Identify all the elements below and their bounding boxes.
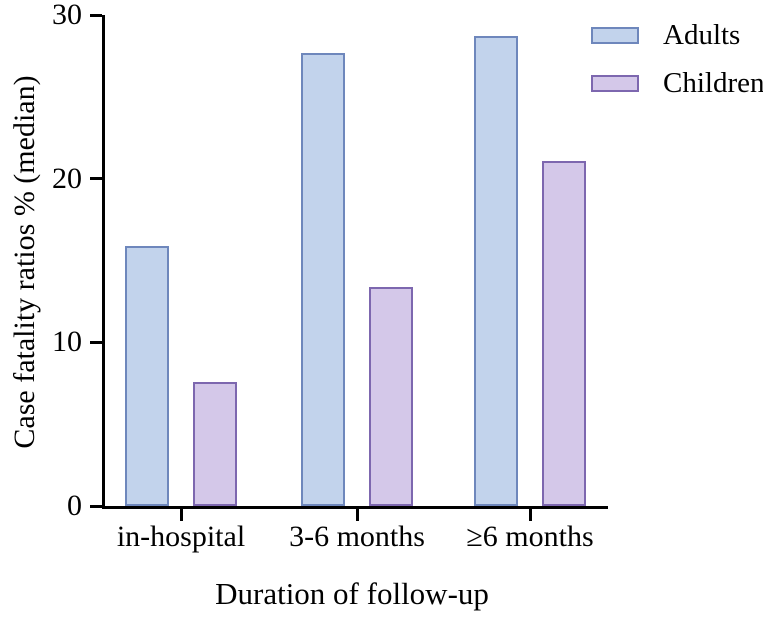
- x-category-label-2: 3-6 months: [289, 520, 425, 553]
- y-axis-tick-20: [90, 177, 102, 181]
- y-tick-label-0: 0: [67, 489, 82, 522]
- y-tick-label-10: 10: [52, 325, 82, 359]
- bar-children-group1: [193, 382, 237, 506]
- x-axis-tick-3: [528, 509, 532, 521]
- legend-item-children: Children: [591, 67, 763, 100]
- x-axis-tick-2: [355, 509, 359, 521]
- y-axis-tick-30: [90, 13, 102, 17]
- x-axis-tick-1: [179, 509, 183, 521]
- y-tick-label-20: 20: [52, 161, 82, 195]
- legend-item-adults: Adults: [591, 19, 763, 52]
- legend-swatch-children: [591, 75, 639, 92]
- y-tick-label-30: 30: [52, 0, 82, 31]
- bar-adults-group1: [125, 246, 169, 506]
- legend-label-children: Children: [663, 67, 763, 99]
- y-axis-title: Case fatality ratios % (median): [8, 75, 41, 449]
- x-category-label-1: in-hospital: [116, 520, 246, 553]
- bar-children-group2: [369, 287, 413, 506]
- bar-adults-group3: [474, 36, 518, 506]
- legend-label-adults: Adults: [663, 19, 741, 51]
- plot-area: 0 10 20 30 in-hospital 3-6 months ≥6 months: [52, 0, 608, 553]
- y-axis-tick-10: [90, 340, 102, 344]
- bar-adults-group2: [301, 53, 345, 506]
- x-axis-title: Duration of follow-up: [215, 576, 489, 611]
- legend: Adults Children: [591, 19, 763, 100]
- y-axis-tick-0: [90, 504, 102, 508]
- x-category-label-3: ≥6 months: [466, 520, 594, 553]
- legend-swatch-adults: [591, 27, 639, 44]
- bar-children-group3: [542, 161, 586, 506]
